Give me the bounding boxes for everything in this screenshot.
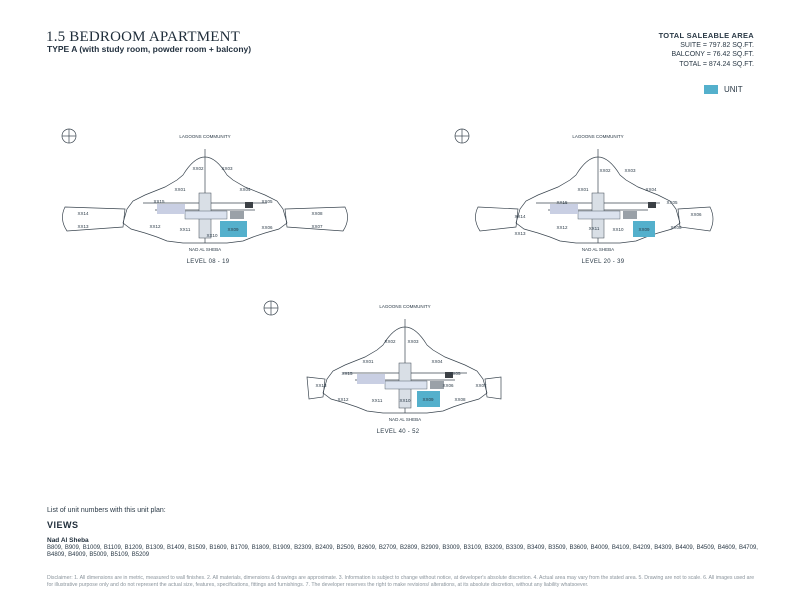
unit-label: NAD AL SHEBA [582, 247, 614, 252]
units-caption: List of unit numbers with this unit plan… [47, 507, 166, 514]
unit-label: XX08 [311, 211, 323, 216]
unit-label: XX03 [407, 339, 419, 344]
unit-label: XX09 [422, 397, 434, 402]
view-area-name: Nad Al Sheba [47, 537, 89, 544]
unit-label: XX12 [337, 397, 349, 402]
floor-plan-drawing: LAGOONS COMMUNITY NAD AL SHEBA XX01 XX02… [454, 128, 714, 252]
unit-label: XX04 [431, 359, 443, 364]
unit-label: XX15 [153, 199, 165, 204]
level-label: LEVEL 20 - 39 [581, 259, 625, 265]
unit-label: XX06 [261, 225, 273, 230]
unit-label: XX11 [180, 227, 191, 232]
level-label: LEVEL 40 - 52 [376, 429, 420, 435]
saleable-area-box: TOTAL SALEABLE AREA SUITE = 797.82 SQ.FT… [659, 31, 754, 69]
page-subtitle: TYPE A (with study room, powder room + b… [47, 44, 252, 54]
compass-icon [61, 128, 77, 144]
unit-label: NAD AL SHEBA [389, 417, 421, 422]
unit-label: XX15 [341, 371, 353, 376]
bottom-label-text: NAD AL SHEBA [189, 247, 221, 252]
unit-label: XX10 [399, 398, 411, 403]
top-label-text: LAGOONS COMMUNITY [179, 134, 230, 139]
unit-label: LAGOONS COMMUNITY [572, 134, 623, 139]
unit-label: LAGOONS COMMUNITY [379, 304, 430, 309]
unit-numbers-list: B809, B909, B1009, B1109, B1209, B1309, … [47, 545, 758, 558]
unit-label: XX13 [77, 224, 89, 229]
page-title: 1.5 BEDROOM APARTMENT [46, 29, 241, 45]
balcony-area: BALCONY = 76.42 SQ.FT. [671, 51, 754, 58]
unit-label: XX13 [514, 231, 526, 236]
unit-label: XX12 [556, 225, 568, 230]
level-label: LEVEL 08 - 19 [186, 259, 230, 265]
legend: UNIT [704, 85, 743, 94]
unit-label: XX04 [645, 187, 657, 192]
unit-label: XX13 [315, 383, 327, 388]
area-title: TOTAL SALEABLE AREA [658, 31, 754, 40]
unit-label: XX01 [174, 187, 186, 192]
unit-label: XX01 [577, 187, 589, 192]
unit-label: XX06 [690, 212, 702, 217]
disclaimer: Disclaimer: 1. All dimensions are in met… [47, 575, 755, 588]
unit-label: XX10 [612, 227, 624, 232]
floor-plan-level-20-39: LAGOONS COMMUNITY NAD AL SHEBA XX01 XX02… [448, 125, 748, 275]
unit-label: XX12 [149, 224, 161, 229]
unit-label: XX08 [454, 397, 466, 402]
unit-label: XX10 [206, 233, 218, 238]
unit-label: XX01 [362, 359, 374, 364]
unit-label: XX02 [192, 166, 204, 171]
floor-plan-level-40-52: LAGOONS COMMUNITY NAD AL SHEBA XX01 XX02… [255, 295, 555, 445]
unit-label: XX05 [449, 371, 461, 376]
floor-plan-drawing: LAGOONS COMMUNITY NAD AL SHEBA XX01 XX02… [61, 128, 348, 252]
unit-label: XX08 [670, 225, 682, 230]
views-title: VIEWS [47, 520, 79, 530]
unit-label: XX07 [311, 224, 323, 229]
unit-label: XX09 [638, 227, 650, 232]
unit-label: XX14 [77, 211, 89, 216]
unit-swatch [704, 85, 718, 94]
floor-plan-level-08-19: LAGOONS COMMUNITY NAD AL SHEBA XX01 XX02… [55, 125, 355, 275]
unit-label: XX04 [239, 187, 251, 192]
floor-plan-drawing: LAGOONS COMMUNITY NAD AL SHEBA XX01 XX02… [263, 300, 502, 422]
suite-area: SUITE = 797.82 SQ.FT. [680, 41, 754, 49]
unit-label: XX11 [372, 398, 383, 403]
unit-label: XX07 [475, 383, 487, 388]
unit-label: XX03 [221, 166, 233, 171]
unit-label: XX14 [514, 214, 526, 219]
unit-label: XX09 [227, 227, 239, 232]
legend-label: UNIT [724, 85, 743, 94]
unit-label: XX02 [384, 339, 396, 344]
unit-label: XX15 [556, 200, 568, 205]
unit-label: XX02 [599, 168, 611, 173]
compass-icon [454, 128, 470, 144]
unit-label: XX05 [666, 200, 678, 205]
total-area: TOTAL = 874.24 SQ.FT. [679, 60, 754, 68]
unit-label: XX11 [589, 226, 600, 231]
unit-label: XX05 [261, 199, 273, 204]
unit-label: XX03 [624, 168, 636, 173]
compass-icon [263, 300, 279, 316]
unit-label: XX06 [442, 383, 454, 388]
